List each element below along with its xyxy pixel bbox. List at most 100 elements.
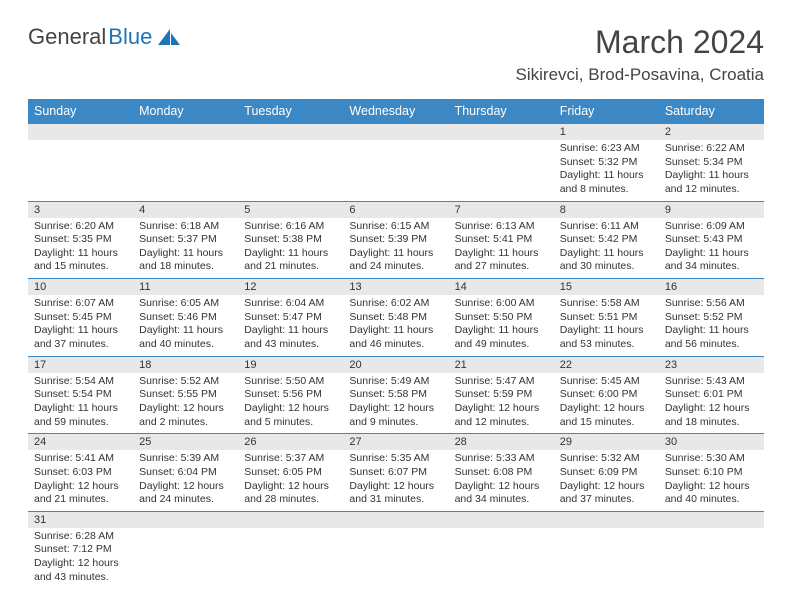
day-number: 24 <box>28 434 133 450</box>
day-data: Sunrise: 5:54 AMSunset: 5:54 PMDaylight:… <box>28 373 133 434</box>
calendar-week: 3Sunrise: 6:20 AMSunset: 5:35 PMDaylight… <box>28 201 764 279</box>
day-number: 12 <box>238 279 343 295</box>
day-number: 30 <box>659 434 764 450</box>
calendar-cell: 24Sunrise: 5:41 AMSunset: 6:03 PMDayligh… <box>28 434 133 512</box>
day-number: 15 <box>554 279 659 295</box>
calendar-cell <box>238 124 343 202</box>
day-data: Sunrise: 5:47 AMSunset: 5:59 PMDaylight:… <box>449 373 554 434</box>
day-data: Sunrise: 6:18 AMSunset: 5:37 PMDaylight:… <box>133 218 238 279</box>
day-header: Monday <box>133 99 238 124</box>
day-number: 5 <box>238 202 343 218</box>
day-number <box>133 512 238 528</box>
day-header-row: SundayMondayTuesdayWednesdayThursdayFrid… <box>28 99 764 124</box>
day-number: 2 <box>659 124 764 140</box>
day-number: 21 <box>449 357 554 373</box>
calendar-table: SundayMondayTuesdayWednesdayThursdayFrid… <box>28 99 764 588</box>
day-number <box>449 124 554 140</box>
calendar-cell <box>659 511 764 588</box>
calendar-week: 10Sunrise: 6:07 AMSunset: 5:45 PMDayligh… <box>28 279 764 357</box>
day-data: Sunrise: 6:00 AMSunset: 5:50 PMDaylight:… <box>449 295 554 356</box>
calendar-cell: 8Sunrise: 6:11 AMSunset: 5:42 PMDaylight… <box>554 201 659 279</box>
calendar-cell <box>28 124 133 202</box>
calendar-cell: 21Sunrise: 5:47 AMSunset: 5:59 PMDayligh… <box>449 356 554 434</box>
calendar-cell: 13Sunrise: 6:02 AMSunset: 5:48 PMDayligh… <box>343 279 448 357</box>
day-number <box>133 124 238 140</box>
day-number <box>449 512 554 528</box>
logo-text-1: General <box>28 24 106 50</box>
day-data: Sunrise: 5:32 AMSunset: 6:09 PMDaylight:… <box>554 450 659 511</box>
calendar-cell: 28Sunrise: 5:33 AMSunset: 6:08 PMDayligh… <box>449 434 554 512</box>
calendar-cell: 12Sunrise: 6:04 AMSunset: 5:47 PMDayligh… <box>238 279 343 357</box>
calendar-cell: 10Sunrise: 6:07 AMSunset: 5:45 PMDayligh… <box>28 279 133 357</box>
day-number: 16 <box>659 279 764 295</box>
calendar-cell <box>449 511 554 588</box>
calendar-cell: 30Sunrise: 5:30 AMSunset: 6:10 PMDayligh… <box>659 434 764 512</box>
day-data: Sunrise: 5:56 AMSunset: 5:52 PMDaylight:… <box>659 295 764 356</box>
day-data: Sunrise: 5:52 AMSunset: 5:55 PMDaylight:… <box>133 373 238 434</box>
day-number <box>343 124 448 140</box>
day-number: 19 <box>238 357 343 373</box>
day-data: Sunrise: 6:16 AMSunset: 5:38 PMDaylight:… <box>238 218 343 279</box>
logo-text-2: Blue <box>108 24 152 50</box>
day-data: Sunrise: 5:30 AMSunset: 6:10 PMDaylight:… <box>659 450 764 511</box>
day-number: 28 <box>449 434 554 450</box>
sail-icon <box>156 27 182 47</box>
day-number: 8 <box>554 202 659 218</box>
calendar-cell: 4Sunrise: 6:18 AMSunset: 5:37 PMDaylight… <box>133 201 238 279</box>
day-number: 1 <box>554 124 659 140</box>
day-header: Friday <box>554 99 659 124</box>
calendar-cell: 27Sunrise: 5:35 AMSunset: 6:07 PMDayligh… <box>343 434 448 512</box>
day-number: 7 <box>449 202 554 218</box>
day-data: Sunrise: 5:45 AMSunset: 6:00 PMDaylight:… <box>554 373 659 434</box>
day-number: 31 <box>28 512 133 528</box>
calendar-cell: 1Sunrise: 6:23 AMSunset: 5:32 PMDaylight… <box>554 124 659 202</box>
day-header: Wednesday <box>343 99 448 124</box>
day-number <box>238 124 343 140</box>
day-data: Sunrise: 6:11 AMSunset: 5:42 PMDaylight:… <box>554 218 659 279</box>
calendar-cell: 16Sunrise: 5:56 AMSunset: 5:52 PMDayligh… <box>659 279 764 357</box>
day-number <box>554 512 659 528</box>
day-data: Sunrise: 5:49 AMSunset: 5:58 PMDaylight:… <box>343 373 448 434</box>
day-data: Sunrise: 5:35 AMSunset: 6:07 PMDaylight:… <box>343 450 448 511</box>
day-number: 29 <box>554 434 659 450</box>
calendar-cell <box>343 511 448 588</box>
day-data: Sunrise: 6:20 AMSunset: 5:35 PMDaylight:… <box>28 218 133 279</box>
calendar-cell: 15Sunrise: 5:58 AMSunset: 5:51 PMDayligh… <box>554 279 659 357</box>
calendar-cell: 25Sunrise: 5:39 AMSunset: 6:04 PMDayligh… <box>133 434 238 512</box>
day-data: Sunrise: 6:07 AMSunset: 5:45 PMDaylight:… <box>28 295 133 356</box>
day-data: Sunrise: 5:58 AMSunset: 5:51 PMDaylight:… <box>554 295 659 356</box>
day-number: 23 <box>659 357 764 373</box>
day-number: 20 <box>343 357 448 373</box>
calendar-cell: 29Sunrise: 5:32 AMSunset: 6:09 PMDayligh… <box>554 434 659 512</box>
day-data: Sunrise: 6:05 AMSunset: 5:46 PMDaylight:… <box>133 295 238 356</box>
calendar-cell <box>238 511 343 588</box>
day-number: 27 <box>343 434 448 450</box>
calendar-cell: 17Sunrise: 5:54 AMSunset: 5:54 PMDayligh… <box>28 356 133 434</box>
day-data: Sunrise: 5:33 AMSunset: 6:08 PMDaylight:… <box>449 450 554 511</box>
calendar-cell: 6Sunrise: 6:15 AMSunset: 5:39 PMDaylight… <box>343 201 448 279</box>
day-number: 22 <box>554 357 659 373</box>
calendar-cell: 22Sunrise: 5:45 AMSunset: 6:00 PMDayligh… <box>554 356 659 434</box>
calendar-cell: 23Sunrise: 5:43 AMSunset: 6:01 PMDayligh… <box>659 356 764 434</box>
calendar-cell: 26Sunrise: 5:37 AMSunset: 6:05 PMDayligh… <box>238 434 343 512</box>
day-number: 3 <box>28 202 133 218</box>
calendar-cell: 11Sunrise: 6:05 AMSunset: 5:46 PMDayligh… <box>133 279 238 357</box>
title-block: March 2024 Sikirevci, Brod-Posavina, Cro… <box>516 24 764 85</box>
day-number: 10 <box>28 279 133 295</box>
day-data: Sunrise: 5:43 AMSunset: 6:01 PMDaylight:… <box>659 373 764 434</box>
location: Sikirevci, Brod-Posavina, Croatia <box>516 65 764 85</box>
day-data: Sunrise: 5:50 AMSunset: 5:56 PMDaylight:… <box>238 373 343 434</box>
calendar-cell: 2Sunrise: 6:22 AMSunset: 5:34 PMDaylight… <box>659 124 764 202</box>
calendar-cell: 9Sunrise: 6:09 AMSunset: 5:43 PMDaylight… <box>659 201 764 279</box>
day-number <box>659 512 764 528</box>
day-header: Tuesday <box>238 99 343 124</box>
day-number: 11 <box>133 279 238 295</box>
month-title: March 2024 <box>516 24 764 61</box>
day-number <box>28 124 133 140</box>
day-number: 18 <box>133 357 238 373</box>
calendar-week: 24Sunrise: 5:41 AMSunset: 6:03 PMDayligh… <box>28 434 764 512</box>
day-number: 9 <box>659 202 764 218</box>
calendar-cell: 3Sunrise: 6:20 AMSunset: 5:35 PMDaylight… <box>28 201 133 279</box>
logo: GeneralBlue <box>28 24 182 50</box>
calendar-week: 31Sunrise: 6:28 AMSunset: 7:12 PMDayligh… <box>28 511 764 588</box>
